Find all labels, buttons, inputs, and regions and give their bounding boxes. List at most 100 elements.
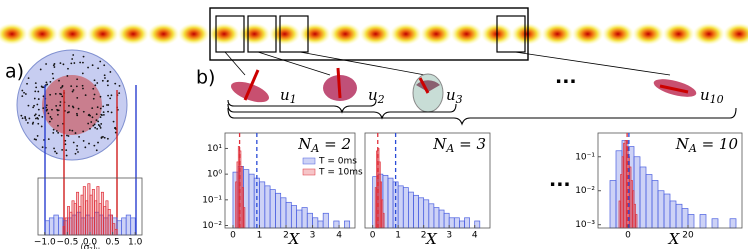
sample-dot bbox=[84, 146, 87, 149]
atom bbox=[0, 23, 28, 45]
sample-dot bbox=[46, 83, 49, 86]
sample-dot bbox=[61, 95, 64, 98]
legend-swatch bbox=[302, 168, 316, 176]
sample-dot bbox=[95, 149, 98, 152]
y-tick-label: 10⁻³ bbox=[575, 220, 595, 230]
atom bbox=[450, 23, 483, 45]
histogram-bar bbox=[729, 218, 737, 229]
histogram-bar bbox=[44, 220, 50, 236]
label: X bbox=[425, 230, 438, 248]
sample-dot bbox=[45, 109, 48, 112]
sample-dot bbox=[93, 123, 96, 126]
atom bbox=[420, 23, 453, 45]
sample-dot bbox=[95, 119, 98, 122]
sample-dot bbox=[59, 101, 62, 103]
sample-dot bbox=[106, 104, 108, 106]
histogram-bar bbox=[382, 212, 385, 229]
sample-dot bbox=[97, 120, 100, 123]
sample-dot bbox=[87, 122, 90, 125]
sample-dot bbox=[82, 140, 85, 142]
sample-dot bbox=[66, 134, 68, 137]
sample-dot bbox=[114, 82, 117, 85]
histogram-bar bbox=[453, 217, 460, 229]
text-part: N bbox=[432, 135, 447, 153]
sample-dot bbox=[40, 125, 43, 128]
subscript: A bbox=[688, 142, 697, 155]
plot-frame bbox=[364, 132, 491, 229]
atom bbox=[662, 23, 695, 45]
sample-dot bbox=[65, 149, 68, 152]
sample-dot bbox=[64, 143, 67, 146]
label: NA = 2 bbox=[297, 135, 351, 155]
sample-dot bbox=[54, 150, 56, 153]
sample-dot bbox=[23, 91, 25, 94]
sample-dot bbox=[106, 137, 109, 140]
bloch-glyphs bbox=[231, 67, 697, 113]
sample-dot bbox=[71, 129, 74, 132]
panel-label: a) bbox=[5, 61, 24, 83]
sample-dot bbox=[96, 82, 99, 84]
histogram-bar bbox=[413, 194, 419, 229]
histogram-bar bbox=[243, 207, 246, 229]
y-tick-label: 10⁻¹ bbox=[202, 195, 222, 205]
histogram-bar bbox=[121, 217, 127, 236]
sample-dot bbox=[35, 138, 37, 141]
histogram-bar bbox=[290, 205, 297, 229]
sample-dot bbox=[73, 62, 76, 64]
sample-dot bbox=[100, 123, 103, 125]
sample-dot bbox=[82, 110, 85, 113]
text-part: N bbox=[297, 135, 312, 153]
sample-dot bbox=[97, 141, 99, 144]
site-boxes bbox=[215, 15, 526, 53]
sample-dot bbox=[21, 89, 24, 92]
x-tick-label: 3 bbox=[446, 231, 452, 241]
sample-dot bbox=[101, 79, 104, 82]
histogram-bar bbox=[280, 197, 287, 229]
sample-dot bbox=[66, 75, 69, 77]
legend-label: T = 0ms bbox=[318, 157, 357, 167]
sample-dot bbox=[75, 85, 78, 88]
sample-dot bbox=[52, 77, 55, 80]
label: X bbox=[288, 230, 301, 248]
label: u10 bbox=[700, 86, 724, 106]
ellipsis: ··· bbox=[555, 71, 577, 93]
atom bbox=[329, 23, 362, 45]
sample-dot bbox=[99, 125, 101, 128]
text-part: ⟨σ bbox=[80, 243, 90, 249]
histogram-bar bbox=[269, 189, 276, 229]
sample-dot bbox=[40, 85, 43, 88]
sample-dot bbox=[102, 105, 105, 108]
sample-dot bbox=[26, 82, 28, 85]
sample-dot bbox=[51, 72, 54, 75]
sample-dot bbox=[47, 112, 50, 115]
text-part: u bbox=[368, 86, 378, 104]
sample-dot bbox=[118, 84, 121, 87]
sample-dot bbox=[51, 108, 53, 111]
sample-dot bbox=[97, 67, 100, 70]
text-part: X bbox=[668, 230, 681, 248]
histogram-bar bbox=[322, 212, 329, 229]
histogram-bar bbox=[423, 199, 430, 229]
sample-dot bbox=[56, 113, 59, 116]
sample-dot bbox=[70, 62, 73, 65]
x-tick-label: −1.0 bbox=[34, 238, 56, 248]
histogram-bar bbox=[675, 203, 683, 229]
sample-dot bbox=[45, 81, 48, 84]
atom bbox=[56, 23, 89, 45]
sample-dot bbox=[93, 93, 96, 96]
label: NA = 10 bbox=[675, 135, 739, 155]
text-part: u bbox=[700, 86, 710, 104]
histogram-bar bbox=[285, 201, 292, 229]
atom bbox=[147, 23, 180, 45]
sample-dot bbox=[55, 104, 58, 107]
sample-dot bbox=[72, 141, 75, 144]
histogram-bar bbox=[428, 203, 435, 229]
sample-dot bbox=[82, 130, 85, 133]
sample-dot bbox=[102, 111, 105, 114]
label: u1 bbox=[280, 86, 297, 106]
histogram-bar bbox=[248, 173, 255, 229]
sample-dot bbox=[61, 84, 64, 87]
sample-dot bbox=[88, 142, 90, 145]
sample-dot bbox=[36, 103, 39, 106]
histogram-bar bbox=[264, 185, 271, 229]
